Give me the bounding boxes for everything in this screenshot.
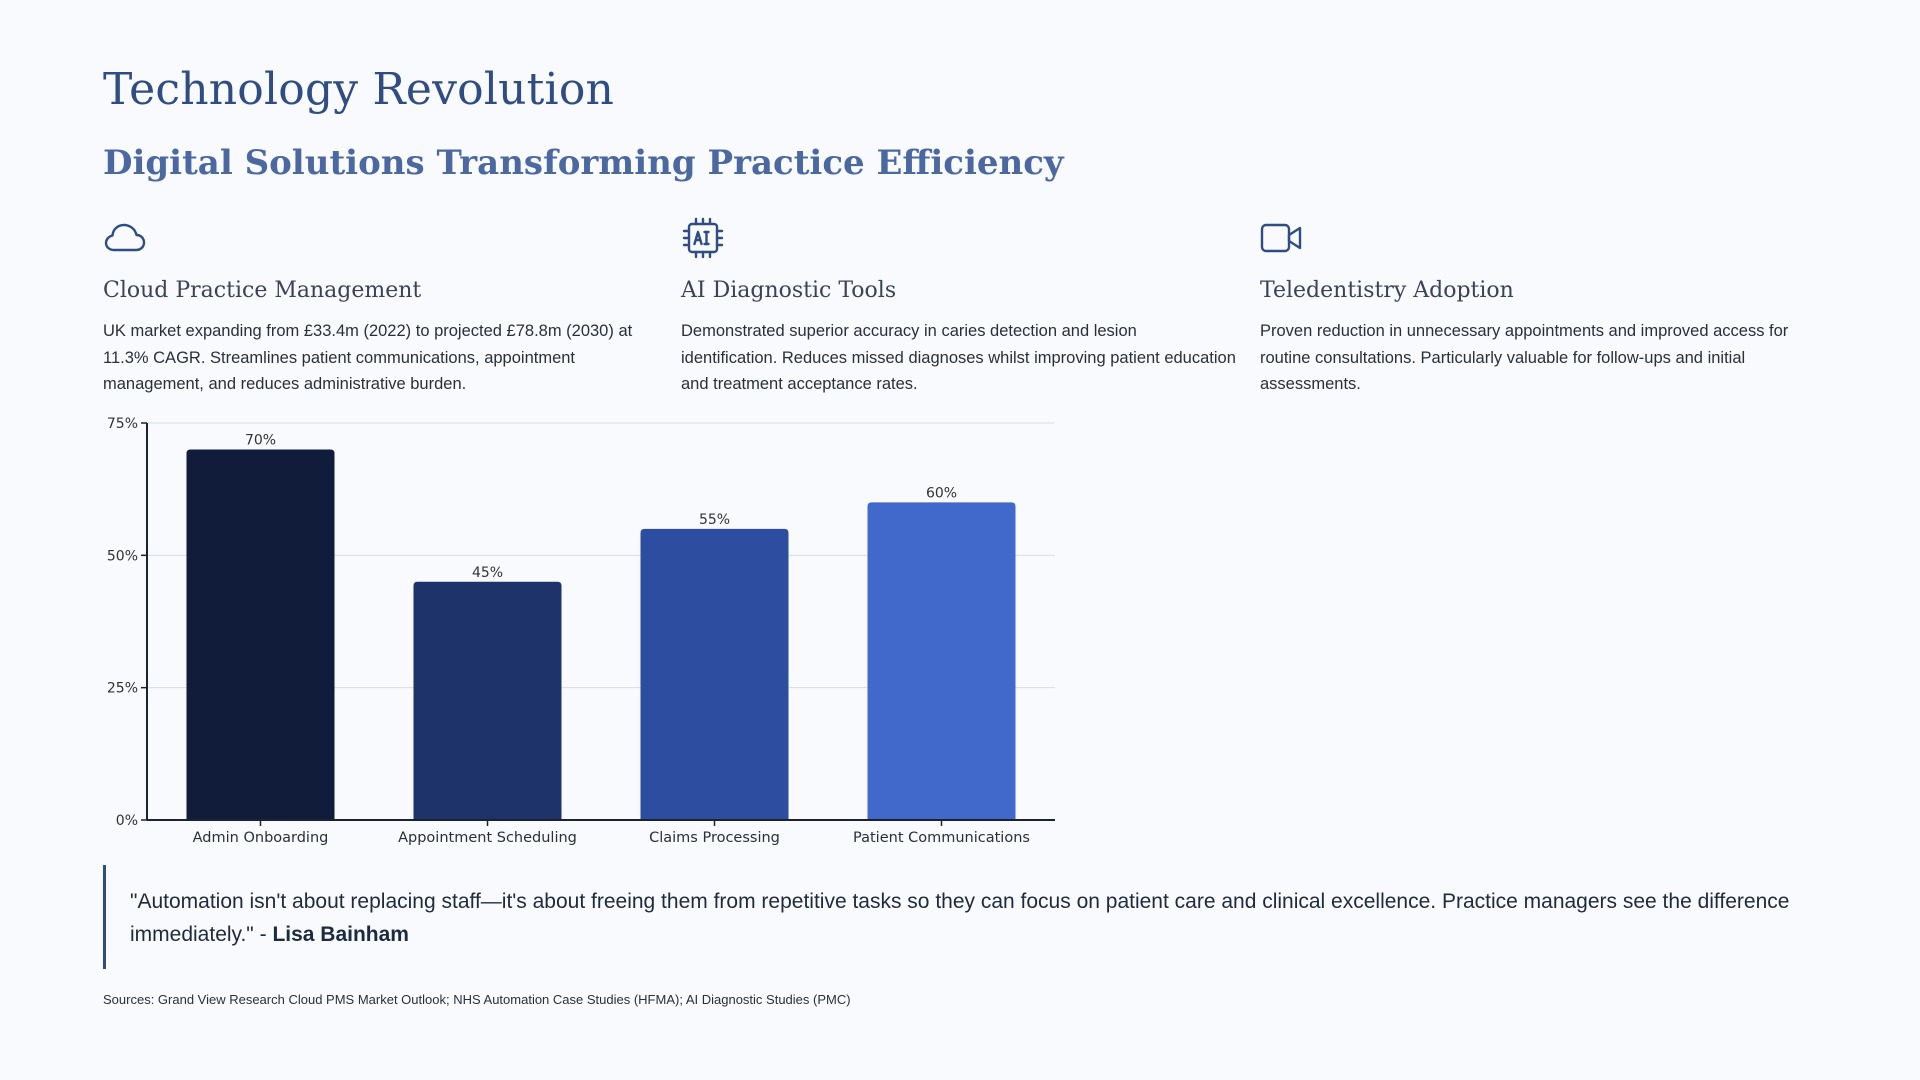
quote-text: "Automation isn't about replacing staff—… bbox=[130, 890, 1790, 946]
page-title: Technology Revolution bbox=[103, 64, 615, 115]
bar-1 bbox=[186, 449, 335, 820]
ai-chip-icon bbox=[682, 217, 724, 259]
data-label: 70% bbox=[245, 432, 276, 448]
feature-title: Cloud Practice Management bbox=[103, 278, 422, 303]
feature-ai-diagnostic-tools: AI Diagnostic Tools Demonstrated superio… bbox=[681, 216, 1236, 398]
quote-author: Lisa Bainham bbox=[272, 923, 409, 946]
feature-title: AI Diagnostic Tools bbox=[681, 278, 897, 303]
y-tick-label: 50% bbox=[107, 548, 138, 564]
feature-text: UK market expanding from £33.4m (2022) t… bbox=[103, 322, 633, 393]
x-tick-label: Patient Communications bbox=[853, 830, 1030, 846]
y-tick-label: 25% bbox=[107, 681, 138, 697]
bar-chart: 0% 25% 50% 75% 70% Admin Onboarding 45% Appoint… bbox=[107, 416, 1055, 846]
feature-text: Demonstrated superior accuracy in caries… bbox=[681, 322, 1236, 393]
x-tick-label: Claims Processing bbox=[649, 830, 780, 846]
sources-note: Sources: Grand View Research Cloud PMS M… bbox=[103, 992, 851, 1007]
data-label: 45% bbox=[472, 565, 503, 581]
cloud-icon bbox=[104, 223, 146, 252]
feature-cloud-practice-management: Cloud Practice Management UK market expa… bbox=[103, 216, 658, 398]
y-tick-label: 0% bbox=[116, 813, 138, 829]
bar-3 bbox=[640, 528, 789, 820]
feature-text: Proven reduction in unnecessary appointm… bbox=[1260, 322, 1789, 393]
x-tick-label: Appointment Scheduling bbox=[398, 830, 577, 846]
y-tick-label: 75% bbox=[107, 416, 138, 432]
data-label: 60% bbox=[926, 485, 957, 501]
testimonial-quote: "Automation isn't about replacing staff—… bbox=[103, 865, 1803, 969]
feature-teledentistry-adoption: Teledentistry Adoption Proven reduction … bbox=[1260, 216, 1815, 398]
x-tick-label: Admin Onboarding bbox=[193, 830, 329, 846]
bar-4 bbox=[867, 502, 1016, 820]
bar-2 bbox=[413, 581, 562, 820]
page-subtitle: Digital Solutions Transforming Practice … bbox=[103, 143, 1064, 183]
feature-title: Teledentistry Adoption bbox=[1260, 278, 1514, 303]
data-label: 55% bbox=[699, 512, 730, 528]
video-camera-icon bbox=[1260, 223, 1302, 253]
